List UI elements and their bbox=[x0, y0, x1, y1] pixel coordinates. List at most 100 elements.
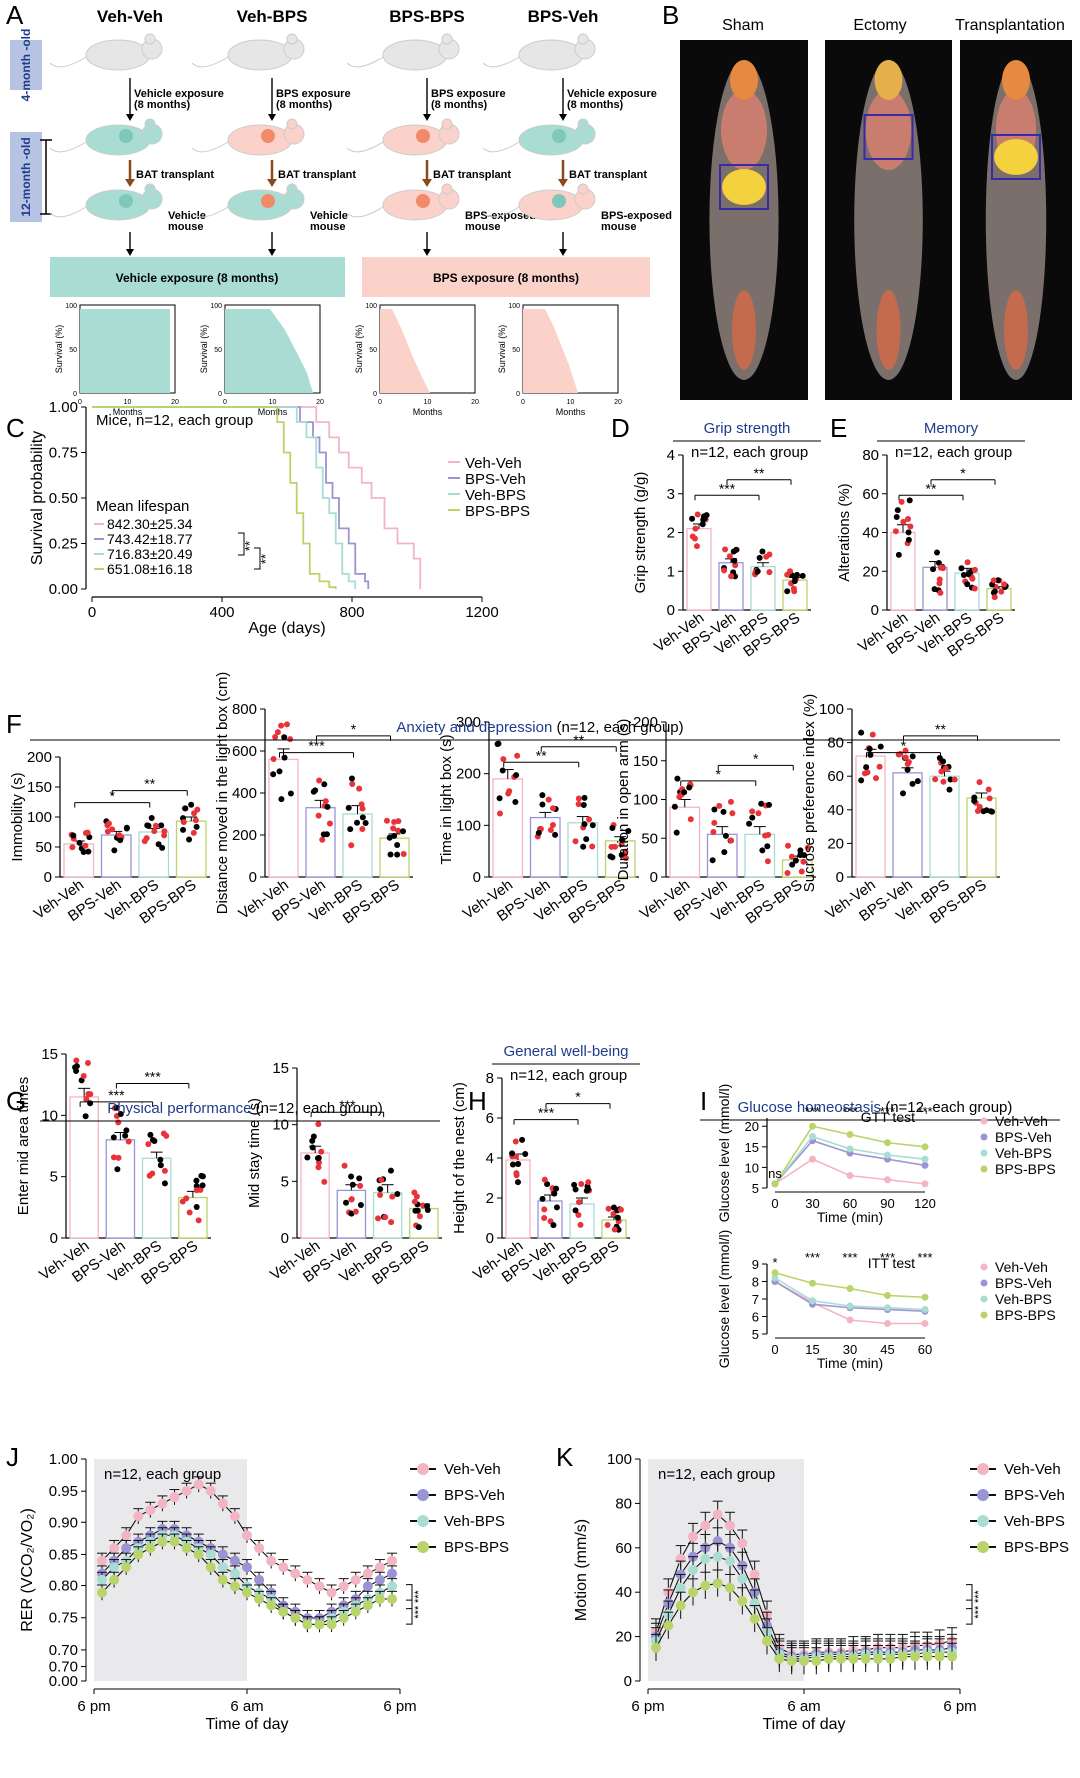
datapoint-H-3-11 bbox=[610, 1204, 617, 1211]
label-ectomy: Ectomy bbox=[853, 17, 906, 34]
chart-G2-ylabel: Mid stay time (s) bbox=[246, 1098, 263, 1208]
datapoint-E-0-8 bbox=[898, 498, 905, 505]
point-K-0-5 bbox=[712, 1509, 723, 1520]
point-J-3-2 bbox=[121, 1562, 132, 1573]
datapoint-F1-1-6 bbox=[104, 828, 111, 835]
chart-I1-xlabel: Time (min) bbox=[817, 1209, 883, 1225]
point-K-3-24 bbox=[947, 1651, 957, 1662]
datapoint-F5-1-11 bbox=[914, 778, 921, 785]
point-J-3-23 bbox=[374, 1594, 385, 1605]
chart-G2-ytick-label-3: 15 bbox=[272, 1060, 289, 1077]
exposure-duration-0: (8 months) bbox=[134, 99, 191, 111]
datapoint-G2-3-4 bbox=[416, 1213, 423, 1220]
datapoint-E-0-0 bbox=[907, 523, 914, 530]
bat-organ-3-2 bbox=[552, 194, 566, 208]
datapoint-F1-0-7 bbox=[70, 832, 77, 839]
mouse-ear-1-1 bbox=[286, 118, 298, 130]
point-I2-Veh-BPS-3 bbox=[884, 1304, 891, 1312]
chart-J-xtick-label-2: 6 pm bbox=[383, 1698, 416, 1715]
datapoint-G2-2-10 bbox=[378, 1176, 385, 1183]
panel-letter-c: C bbox=[6, 413, 25, 443]
point-J-0-10 bbox=[217, 1498, 228, 1509]
datapoint-F4-1-8 bbox=[729, 810, 736, 817]
chart-J-sig-bracket-0 bbox=[406, 1584, 413, 1610]
datapoint-E-1-6 bbox=[936, 576, 943, 583]
label-sham: Sham bbox=[722, 17, 764, 34]
point-J-0-23 bbox=[374, 1562, 385, 1573]
datapoint-E-3-8 bbox=[991, 594, 998, 601]
legend-J-marker-0 bbox=[417, 1463, 429, 1475]
point-J-0-8 bbox=[193, 1479, 204, 1490]
chart-I1-label: GTT test bbox=[861, 1109, 915, 1125]
point-K-3-18 bbox=[873, 1653, 883, 1664]
point-J-3-13 bbox=[254, 1594, 265, 1605]
chart-E-title: Memory bbox=[924, 420, 979, 437]
transplant-arrowhead-3 bbox=[558, 179, 568, 187]
panel-f-title-suffix: (n=12, each group) bbox=[552, 719, 683, 736]
datapoint-F5-0-8 bbox=[861, 770, 868, 777]
datapoint-G1-1-7 bbox=[122, 1132, 129, 1139]
datapoint-F5-2-5 bbox=[947, 776, 954, 783]
datapoint-F4-3-11 bbox=[789, 861, 796, 868]
chart-K-ytick-label-0: 0 bbox=[624, 1673, 632, 1690]
datapoint-F4-1-2 bbox=[716, 802, 723, 809]
legend-I2-1: BPS-Veh bbox=[995, 1275, 1052, 1291]
mouse-body-2-2 bbox=[382, 189, 448, 221]
datapoint-F2-0-0 bbox=[272, 733, 279, 740]
chart-C-sig-bracket-1 bbox=[254, 547, 261, 570]
sig-label-F2-0: *** bbox=[308, 738, 325, 754]
point-K-3-7 bbox=[737, 1596, 748, 1607]
chart-E-ytick-label-4: 80 bbox=[862, 447, 879, 464]
datapoint-F3-3-11 bbox=[619, 836, 626, 843]
datapoint-H-0-3 bbox=[522, 1151, 529, 1158]
point-K-3-8 bbox=[749, 1613, 760, 1624]
point-J-0-17 bbox=[302, 1574, 313, 1585]
point-I2-Veh-BPS-0 bbox=[771, 1274, 779, 1282]
datapoint-F2-0-8 bbox=[283, 721, 290, 728]
datapoint-F3-1-0 bbox=[549, 822, 556, 829]
sig-label-F4-0: * bbox=[716, 766, 722, 782]
point-I1-Veh-Veh-3 bbox=[884, 1176, 891, 1184]
point-I1-Veh-Veh-2 bbox=[846, 1172, 854, 1180]
chart-F1-ytick-label-4: 200 bbox=[27, 749, 52, 766]
datapoint-F3-3-2 bbox=[608, 843, 615, 850]
exposure-label-1: BPS exposure bbox=[276, 88, 351, 100]
datapoint-F2-2-11 bbox=[347, 826, 354, 833]
sig-I2-1: *** bbox=[805, 1250, 820, 1265]
datapoint-F1-0-3 bbox=[76, 839, 83, 846]
datapoint-E-1-11 bbox=[931, 586, 938, 593]
panel-letter-b: B bbox=[662, 0, 679, 30]
scan-lower-1 bbox=[876, 290, 901, 370]
chart-F3-ytick-label-2: 200 bbox=[456, 766, 481, 783]
datapoint-G1-2-3 bbox=[161, 1180, 168, 1187]
point-J-1-2 bbox=[121, 1543, 132, 1554]
point-I2-Veh-Veh-2 bbox=[846, 1316, 854, 1324]
chart-K: 0 20 40 60 80 100 6 pm 6 am 6 pm Time of day Motio… bbox=[573, 1451, 1069, 1733]
chart-I1-xtick-1: 30 bbox=[805, 1196, 819, 1211]
mini-ytick-1-2: 100 bbox=[210, 303, 222, 310]
mini-ytick-3-2: 100 bbox=[508, 303, 520, 310]
point-K-3-14 bbox=[823, 1653, 834, 1664]
datapoint-G2-3-9 bbox=[415, 1224, 422, 1231]
chart-C-lifespan-header: Mean lifespan bbox=[96, 498, 189, 515]
chart-K-ytick-label-3: 60 bbox=[615, 1540, 632, 1557]
mouse-tail-3-0 bbox=[482, 56, 520, 68]
point-K-0-4 bbox=[700, 1520, 711, 1531]
point-J-1-24 bbox=[387, 1568, 397, 1579]
point-J-0-0 bbox=[97, 1555, 107, 1566]
mini-ylabel-1: Survival (%) bbox=[199, 325, 209, 374]
datapoint-D-3-9 bbox=[799, 572, 806, 579]
point-I2-Veh-Veh-3 bbox=[884, 1320, 891, 1327]
datapoint-F2-3-5 bbox=[386, 834, 393, 841]
datapoint-E-2-11 bbox=[958, 565, 965, 572]
legend-I2-marker-2 bbox=[980, 1295, 988, 1303]
datapoint-G1-2-6 bbox=[149, 1170, 156, 1177]
datapoint-F5-3-10 bbox=[985, 786, 992, 793]
point-K-3-13 bbox=[811, 1656, 822, 1667]
bar-F5-Veh-BPS bbox=[929, 775, 960, 878]
datapoint-G1-3-6 bbox=[193, 1187, 200, 1194]
datapoint-E-0-3 bbox=[905, 529, 912, 536]
datapoint-H-2-6 bbox=[578, 1180, 585, 1187]
